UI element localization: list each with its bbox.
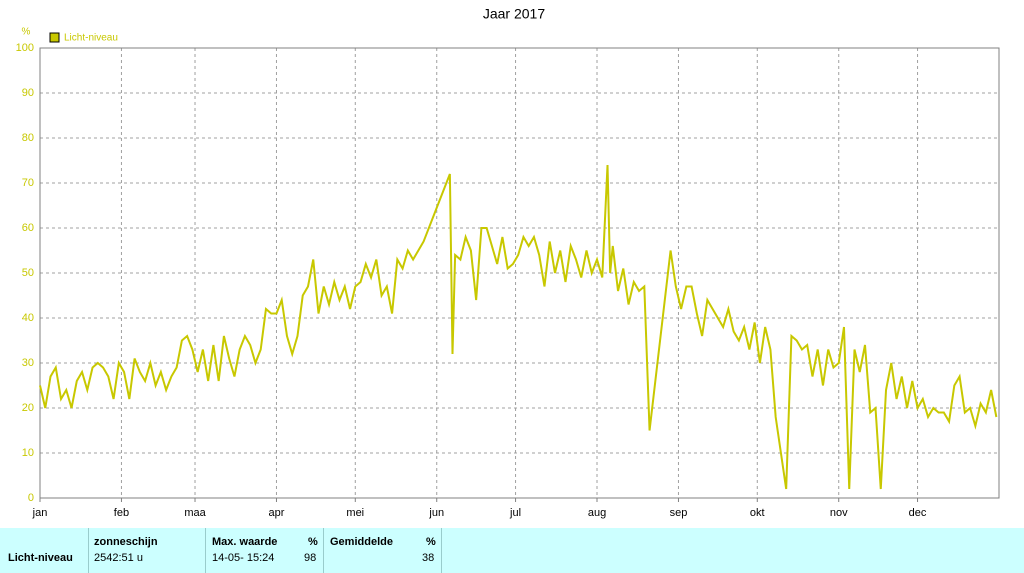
summary-table: Licht-niveau zonneschijn 2542:51 u Max. …	[0, 528, 1024, 573]
x-tick-label: jun	[428, 507, 444, 519]
column-header: Max. waarde	[212, 536, 278, 548]
unit: %	[426, 536, 436, 548]
x-tick-label: jan	[32, 507, 48, 519]
data-line	[39, 164, 998, 490]
legend-label: Licht-niveau	[64, 33, 118, 44]
row-label: Licht-niveau	[8, 552, 73, 564]
cell: 38	[422, 552, 435, 564]
x-tick-label: dec	[909, 507, 927, 519]
x-tick-label: apr	[269, 507, 285, 519]
x-tick-label: feb	[114, 507, 129, 519]
column-header: Gemiddelde	[330, 536, 393, 548]
y-tick-label: 40	[22, 312, 34, 324]
unit: %	[308, 536, 318, 548]
legend-swatch	[49, 32, 60, 43]
column-header: zonneschijn	[94, 536, 158, 548]
y-tick-label: 100	[16, 42, 34, 54]
cell: 98	[304, 552, 317, 564]
x-tick-label: maa	[184, 507, 206, 519]
y-tick-label: 30	[22, 357, 34, 369]
x-tick-label: mei	[346, 507, 364, 519]
y-tick-label: 80	[22, 132, 34, 144]
y-tick-label: 20	[22, 402, 34, 414]
y-tick-label: 70	[22, 177, 34, 189]
y-tick-label: 10	[22, 447, 34, 459]
y-tick-label: 60	[22, 222, 34, 234]
y-tick-label: 0	[28, 492, 34, 504]
separator	[205, 528, 206, 573]
y-tick-label: 50	[22, 267, 34, 279]
y-axis-label: %	[22, 27, 31, 38]
separator	[323, 528, 324, 573]
x-tick-label: okt	[750, 507, 765, 519]
x-tick-label: aug	[588, 507, 606, 519]
plot-frame	[39, 47, 1000, 499]
x-tick-label: nov	[830, 507, 848, 519]
separator	[441, 528, 442, 573]
chart-title: Jaar 2017	[483, 6, 545, 22]
cell: 2542:51 u	[94, 552, 143, 564]
cell: 14-05- 15:24	[212, 552, 275, 564]
x-tick-label: jul	[509, 507, 521, 519]
separator	[88, 528, 89, 573]
y-tick-label: 90	[22, 87, 34, 99]
chart: Jaar 2017 % 0 10 20 30 40 50 60 70 80 90 100 jan feb…	[16, 6, 1000, 519]
x-tick-label: sep	[670, 507, 688, 519]
